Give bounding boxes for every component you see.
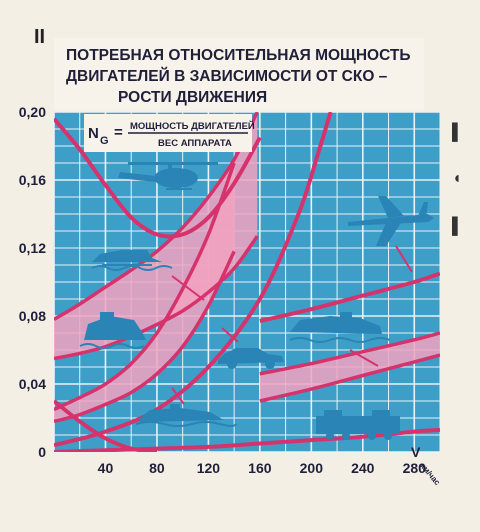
formula-numerator: МОЩНОСТЬ ДВИГАТЕЛЕЙ [130, 120, 255, 132]
curve-locomotive [54, 427, 440, 452]
chart-title-line-1: ПОТРЕБНАЯ ОТНОСИТЕЛЬНАЯ МОЩНОСТЬ [66, 47, 411, 64]
y-tick-label: 0,12 [19, 240, 46, 256]
curves [54, 112, 440, 452]
curve-marsh-hovercraft [54, 399, 158, 452]
x-tick-label: 80 [149, 460, 165, 476]
margin-mark-3: ▌ [452, 218, 464, 235]
hydrofoil-icon [91, 250, 173, 271]
title-background [54, 38, 424, 110]
x-tick-label: 160 [248, 460, 272, 476]
x-tick-label: 40 [98, 460, 114, 476]
curve-helicopter [54, 117, 262, 239]
y-axis-ticks: 0 0,04 0,08 0,12 0,16 0,20 [19, 104, 46, 460]
band-upper-line-hydrofoil [54, 112, 259, 321]
helicopter-icon [118, 162, 218, 190]
pointer-line-hydrofoil [171, 275, 205, 301]
curve-car [54, 112, 333, 448]
title-block: ПОТРЕБНАЯ ОТНОСИТЕЛЬНАЯ МОЩНОСТЬ ДВИГАТЕ… [54, 38, 424, 110]
curve-airplane [259, 271, 440, 324]
hovercraft-icon [79, 312, 146, 349]
grid [53, 111, 441, 453]
band-hovercraft [54, 163, 235, 422]
pointer-line-airplane [395, 245, 413, 273]
car-icon [218, 348, 284, 369]
x-tick-label: 240 [351, 460, 375, 476]
band-lower-line-hovercraft [54, 250, 236, 424]
locomotive-icon [316, 410, 400, 440]
formula-denominator: ВЕС АППАРАТА [158, 138, 232, 149]
x-axis-label-v: V [411, 444, 421, 460]
pointer-line-ship [349, 349, 379, 367]
margin-mark-2: ◖ [452, 170, 462, 187]
y-tick-label: 0 [38, 444, 46, 460]
y-tick-label: 0,04 [19, 376, 46, 392]
band-lower-line-hydrofoil [54, 235, 259, 361]
formula: N G = МОЩНОСТЬ ДВИГАТЕЛЕЙ ВЕС АППАРАТА [84, 114, 255, 152]
band-lower-line-ship [259, 353, 440, 403]
band-hydrofoil [54, 112, 258, 359]
airplane-icon [348, 196, 434, 246]
ship-icon [289, 312, 391, 343]
chart-title-line-3: РОСТИ ДВИЖЕНИЯ [118, 89, 267, 106]
pointer-line-marsh [171, 387, 185, 405]
vehicle-icons [79, 162, 434, 440]
bands [54, 112, 440, 422]
y-tick-label: 0,16 [19, 172, 46, 188]
x-tick-label: 120 [197, 460, 221, 476]
band-upper-line-hovercraft [54, 162, 236, 412]
pointer-lines [171, 245, 413, 405]
band-ship [259, 333, 440, 401]
formula-lhs: N [88, 125, 99, 142]
x-tick-label: 200 [300, 460, 324, 476]
margin-mark-1: ▌ [452, 124, 464, 141]
pointer-line-car [221, 327, 239, 343]
marsh-hovercraft-icon [135, 404, 237, 427]
chart-title-line-2: ДВИГАТЕЛЕЙ В ЗАВИСИМОСТИ ОТ СКО – [66, 67, 388, 85]
x-axis-ticks: 40 80 120 160 200 240 280 [98, 460, 426, 476]
band-upper-line-ship [259, 331, 440, 376]
y-tick-label: 0,20 [19, 104, 46, 120]
x-tick-label: 280 [403, 460, 427, 476]
formula-lhs-sub: G [100, 135, 109, 147]
corner-mark: II [34, 26, 46, 48]
formula-equals: = [114, 124, 123, 141]
y-tick-label: 0,08 [19, 308, 46, 324]
